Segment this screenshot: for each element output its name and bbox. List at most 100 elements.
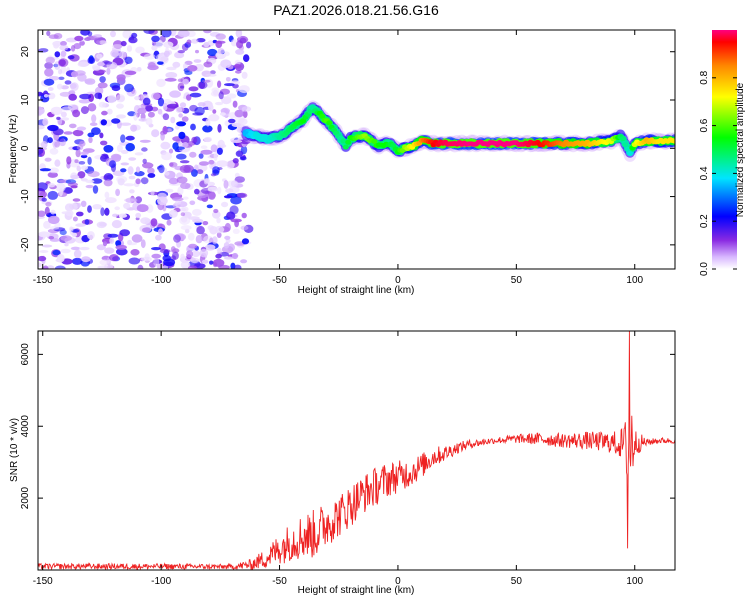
noise-blob bbox=[116, 248, 128, 256]
noise-blob bbox=[225, 188, 234, 193]
noise-blob bbox=[93, 34, 102, 39]
noise-blob bbox=[191, 136, 198, 144]
noise-blob bbox=[143, 30, 155, 34]
noise-blob bbox=[195, 235, 203, 244]
noise-blob bbox=[174, 51, 185, 59]
noise-blob bbox=[54, 265, 66, 269]
noise-blob bbox=[164, 77, 177, 82]
noise-blob bbox=[116, 175, 128, 183]
noise-blob bbox=[180, 182, 191, 189]
noise-blob bbox=[196, 169, 204, 175]
noise-blob bbox=[203, 178, 209, 185]
noise-blob bbox=[180, 216, 188, 223]
noise-blob bbox=[111, 85, 121, 92]
noise-blob bbox=[79, 93, 92, 100]
noise-blob bbox=[230, 180, 239, 188]
noise-blob bbox=[176, 176, 188, 184]
noise-blob bbox=[168, 177, 179, 185]
noise-blob bbox=[45, 56, 55, 64]
noise-blob bbox=[76, 165, 81, 172]
noise-blob bbox=[87, 231, 95, 240]
noise-blob bbox=[217, 80, 222, 88]
noise-blob bbox=[184, 70, 193, 75]
noise-blob bbox=[140, 217, 151, 225]
noise-blob bbox=[142, 97, 151, 106]
noise-blob bbox=[69, 226, 74, 232]
spectrogram-border bbox=[37, 29, 676, 270]
noise-blob bbox=[47, 190, 59, 200]
noise-blob bbox=[102, 241, 108, 247]
noise-blob bbox=[111, 220, 122, 229]
noise-blob bbox=[235, 150, 244, 157]
ridge-mark bbox=[619, 136, 626, 142]
noise-blob bbox=[202, 125, 213, 133]
noise-blob bbox=[104, 61, 113, 65]
noise-blob bbox=[54, 141, 60, 148]
noise-blob bbox=[106, 174, 114, 180]
noise-blob bbox=[123, 183, 135, 187]
noise-blob bbox=[76, 202, 82, 208]
noise-blob bbox=[96, 244, 106, 251]
noise-blob bbox=[110, 49, 119, 58]
noise-blob bbox=[47, 124, 59, 132]
noise-blob bbox=[193, 59, 202, 63]
noise-blob bbox=[79, 40, 85, 46]
x-tick-label: -100 bbox=[151, 576, 171, 587]
noise-blob bbox=[150, 190, 155, 196]
noise-blob bbox=[215, 33, 226, 40]
noise-blob bbox=[139, 139, 151, 143]
noise-blob bbox=[48, 34, 59, 39]
noise-blob bbox=[115, 244, 127, 250]
noise-blob bbox=[223, 195, 233, 199]
noise-blob bbox=[80, 106, 89, 115]
noise-blob bbox=[211, 87, 220, 94]
noise-blob bbox=[99, 76, 106, 83]
spectrogram-y-ticks: -20 -10 0 10 20 bbox=[20, 46, 675, 252]
noise-blob bbox=[240, 225, 249, 231]
noise-blob bbox=[177, 82, 185, 92]
x-tick-label: -150 bbox=[33, 275, 53, 286]
noise-blob bbox=[76, 144, 84, 151]
noise-blob bbox=[189, 151, 197, 158]
y-tick-label: 0 bbox=[20, 145, 31, 151]
noise-blob bbox=[129, 189, 135, 194]
noise-blob bbox=[194, 188, 200, 195]
noise-blob bbox=[212, 109, 217, 114]
noise-blob bbox=[216, 248, 222, 253]
noise-blob bbox=[42, 265, 49, 269]
noise-blob bbox=[223, 242, 230, 249]
noise-blob bbox=[54, 51, 61, 58]
noise-blob bbox=[218, 91, 224, 100]
x-tick-label: -50 bbox=[272, 275, 287, 286]
figure-title: PAZ1.2026.018.21.56.G16 bbox=[273, 2, 439, 18]
noise-blob bbox=[98, 40, 108, 45]
noise-blob bbox=[60, 85, 69, 90]
noise-blob bbox=[96, 53, 103, 59]
noise-blob bbox=[216, 232, 222, 238]
noise-blob bbox=[97, 62, 105, 67]
noise-blob bbox=[192, 218, 204, 223]
noise-blob bbox=[173, 234, 181, 243]
noise-blob bbox=[87, 156, 92, 165]
noise-blob bbox=[84, 78, 96, 85]
noise-blob bbox=[70, 45, 76, 52]
noise-blob bbox=[50, 106, 63, 116]
noise-blob bbox=[153, 257, 160, 267]
noise-blob bbox=[141, 147, 148, 152]
noise-blob bbox=[60, 41, 67, 46]
noise-blob bbox=[131, 234, 143, 243]
noise-blob bbox=[47, 87, 54, 91]
noise-blob bbox=[182, 142, 189, 148]
noise-blob bbox=[75, 223, 86, 227]
noise-blob bbox=[120, 162, 130, 166]
snr-frame bbox=[38, 331, 675, 570]
noise-blob bbox=[200, 149, 213, 155]
noise-blob bbox=[40, 141, 48, 149]
noise-blob bbox=[38, 106, 45, 115]
ridge-mark bbox=[340, 138, 347, 144]
noise-blob bbox=[162, 113, 170, 121]
noise-blob bbox=[235, 30, 243, 38]
noise-blob bbox=[234, 176, 245, 183]
noise-blob bbox=[187, 232, 195, 241]
x-tick-label: -150 bbox=[33, 576, 53, 587]
